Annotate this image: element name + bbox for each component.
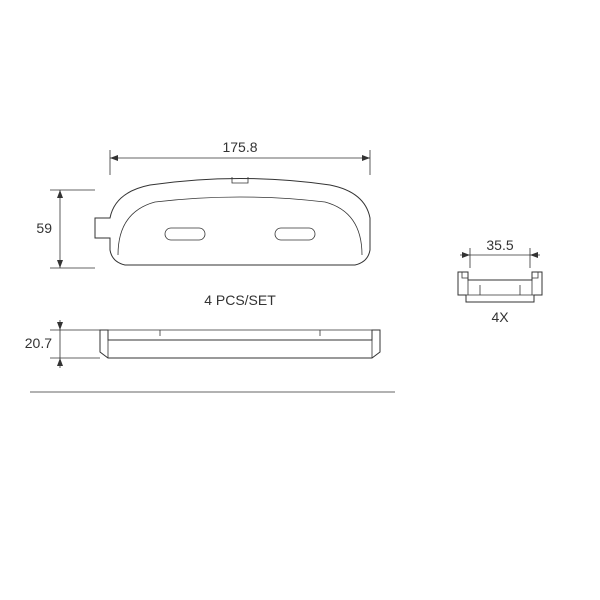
dim-width-value: 175.8: [222, 139, 257, 155]
dim-width-top: 175.8: [110, 139, 370, 175]
dim-height-main-value: 59: [36, 220, 52, 236]
dim-height-main: 59: [36, 190, 95, 268]
dim-clip-width: 35.5: [486, 237, 513, 253]
dim-height-lower: 20.7: [25, 320, 100, 368]
lower-piece: [100, 330, 380, 358]
main-brake-pad: [95, 177, 370, 265]
qty-main-label: 4 PCS/SET: [204, 292, 276, 308]
qty-clip-label: 4X: [491, 309, 509, 325]
dim-height-lower-value: 20.7: [25, 335, 52, 351]
clip-drawing: 35.5 4X: [458, 237, 542, 325]
technical-drawing: 175.8 59 4 PCS/SET 20.7: [0, 0, 600, 600]
